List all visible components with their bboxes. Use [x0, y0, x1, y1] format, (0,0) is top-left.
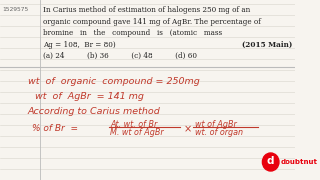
Text: % of Br  =: % of Br = [32, 124, 78, 133]
Text: ×: × [184, 124, 192, 134]
Text: At. wt. of Br: At. wt. of Br [110, 120, 158, 129]
Text: According to Carius method: According to Carius method [28, 107, 160, 116]
Text: wt of AgBr: wt of AgBr [195, 120, 237, 129]
Circle shape [262, 153, 279, 171]
Text: (2015 Main): (2015 Main) [243, 40, 293, 48]
Text: Ag = 108,  Br = 80): Ag = 108, Br = 80) [43, 40, 116, 48]
Text: wt  of  organic  compound = 250mg: wt of organic compound = 250mg [28, 77, 199, 86]
Text: bromine   in   the   compound   is   (atomic   mass: bromine in the compound is (atomic mass [43, 29, 222, 37]
Text: (a) 24          (b) 36          (c) 48          (d) 60: (a) 24 (b) 36 (c) 48 (d) 60 [43, 52, 197, 60]
Text: M. wt of AgBr: M. wt of AgBr [110, 128, 164, 137]
Text: doubtnut: doubtnut [281, 159, 318, 165]
Text: 1529575: 1529575 [3, 7, 29, 12]
Text: wt  of  AgBr  = 141 mg: wt of AgBr = 141 mg [35, 92, 144, 101]
Text: organic compound gave 141 mg of AgBr. The percentage of: organic compound gave 141 mg of AgBr. Th… [43, 17, 261, 26]
Text: d: d [267, 156, 275, 166]
Text: wt. of organ: wt. of organ [195, 128, 243, 137]
Text: In Carius method of estimation of halogens 250 mg of an: In Carius method of estimation of haloge… [43, 6, 251, 14]
